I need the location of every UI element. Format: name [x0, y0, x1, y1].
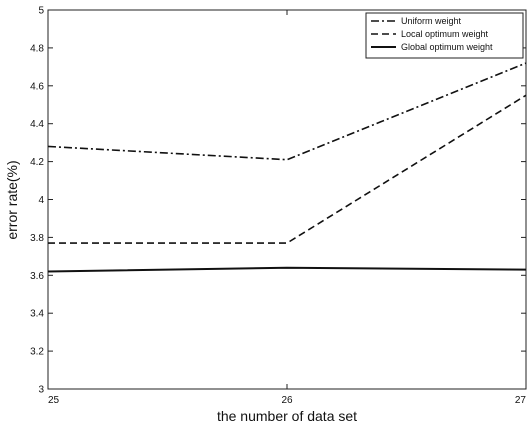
y-tick-label: 3.8 [30, 233, 44, 244]
series-line-local-optimum-weight [48, 94, 527, 244]
y-axis-label: error rate(%) [4, 160, 20, 239]
plot-area [47, 9, 527, 390]
legend-items: Uniform weight Local optimum weight Global… [371, 16, 493, 52]
y-tick-label: 4 [38, 195, 44, 206]
legend-label: Local optimum weight [401, 29, 489, 39]
y-tick-label: 4.2 [30, 157, 44, 168]
series-line-global-optimum-weight [47, 266, 527, 273]
y-tick-label: 3.6 [30, 271, 44, 282]
y-tick-label: 3.4 [30, 309, 44, 320]
legend-label: Global optimum weight [401, 42, 493, 52]
x-tick-label: 26 [281, 395, 293, 406]
y-tick-label: 5 [38, 6, 44, 17]
legend-label: Uniform weight [401, 16, 462, 26]
x-tick-label: 25 [48, 395, 60, 406]
y-axis-ticks: 3 3.2 3.4 3.6 3.8 4 4.2 4.4 4.6 4.8 5 [30, 6, 526, 396]
y-tick-label: 4.8 [30, 43, 44, 54]
y-tick-label: 3 [38, 385, 44, 396]
x-tick-label: 27 [515, 395, 527, 406]
y-tick-label: 4.6 [30, 81, 44, 92]
x-axis-ticks: 25 26 27 [47, 10, 527, 406]
x-axis-label: the number of data set [217, 408, 357, 424]
series-line-uniform-weight [47, 62, 527, 161]
y-tick-label: 4.4 [30, 119, 44, 130]
legend: Uniform weight Local optimum weight Global… [365, 12, 524, 59]
series-layer [47, 62, 527, 273]
y-tick-label: 3.2 [30, 347, 44, 358]
